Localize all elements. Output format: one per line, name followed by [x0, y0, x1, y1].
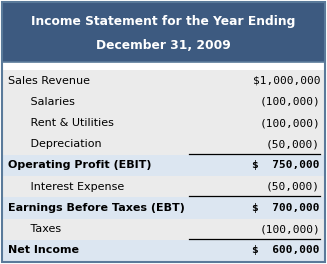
Text: $1,000,000: $1,000,000 [252, 76, 320, 86]
FancyBboxPatch shape [3, 197, 324, 219]
Text: Sales Revenue: Sales Revenue [8, 76, 90, 86]
FancyBboxPatch shape [3, 134, 324, 155]
Text: $  750,000: $ 750,000 [252, 161, 320, 171]
Text: (50,000): (50,000) [266, 182, 320, 192]
Text: Operating Profit (EBIT): Operating Profit (EBIT) [8, 161, 151, 171]
Text: (100,000): (100,000) [259, 97, 320, 107]
Text: (50,000): (50,000) [266, 139, 320, 149]
FancyBboxPatch shape [3, 240, 324, 261]
Text: Taxes: Taxes [20, 224, 61, 234]
Text: Interest Expense: Interest Expense [20, 182, 124, 192]
Text: (100,000): (100,000) [259, 224, 320, 234]
FancyBboxPatch shape [3, 112, 324, 134]
Text: Earnings Before Taxes (EBT): Earnings Before Taxes (EBT) [8, 203, 185, 213]
FancyBboxPatch shape [3, 155, 324, 176]
Text: Net Income: Net Income [8, 246, 79, 255]
Text: Income Statement for the Year Ending: Income Statement for the Year Ending [31, 15, 296, 28]
FancyBboxPatch shape [3, 176, 324, 197]
Text: Rent & Utilities: Rent & Utilities [20, 118, 114, 128]
Text: Depreciation: Depreciation [20, 139, 102, 149]
FancyBboxPatch shape [2, 2, 325, 62]
FancyBboxPatch shape [3, 91, 324, 112]
Text: $  700,000: $ 700,000 [252, 203, 320, 213]
FancyBboxPatch shape [3, 219, 324, 240]
Text: (100,000): (100,000) [259, 118, 320, 128]
FancyBboxPatch shape [3, 70, 324, 91]
Text: $  600,000: $ 600,000 [252, 246, 320, 255]
Text: December 31, 2009: December 31, 2009 [96, 39, 231, 52]
Text: Salaries: Salaries [20, 97, 75, 107]
